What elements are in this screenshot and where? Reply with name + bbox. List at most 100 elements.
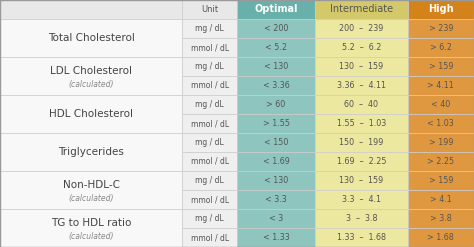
Bar — [315, 228, 408, 247]
Text: < 200: < 200 — [264, 24, 288, 33]
Text: < 130: < 130 — [264, 176, 288, 185]
Text: (calculated): (calculated) — [69, 232, 114, 241]
Bar — [182, 0, 237, 19]
Text: < 3: < 3 — [269, 214, 283, 223]
Text: LDL Cholesterol: LDL Cholesterol — [50, 66, 132, 76]
Text: mg / dL: mg / dL — [195, 214, 224, 223]
Text: mg / dL: mg / dL — [195, 138, 224, 147]
Text: 3.3  –  4.1: 3.3 – 4.1 — [342, 195, 381, 204]
Bar — [237, 133, 315, 152]
Text: < 1.03: < 1.03 — [428, 119, 454, 128]
Bar — [315, 190, 408, 209]
Text: > 1.68: > 1.68 — [428, 233, 454, 242]
Bar — [0, 57, 182, 95]
Text: TG to HDL ratio: TG to HDL ratio — [51, 218, 131, 228]
Bar — [237, 228, 315, 247]
Bar — [408, 209, 474, 228]
Text: mmol / dL: mmol / dL — [191, 81, 229, 90]
Text: 3.36  –  4.11: 3.36 – 4.11 — [337, 81, 386, 90]
Text: < 130: < 130 — [264, 62, 288, 71]
Text: mg / dL: mg / dL — [195, 24, 224, 33]
Text: mmol / dL: mmol / dL — [191, 157, 229, 166]
Text: mmol / dL: mmol / dL — [191, 233, 229, 242]
Text: mmol / dL: mmol / dL — [191, 43, 229, 52]
Bar — [237, 190, 315, 209]
Bar — [315, 152, 408, 171]
Bar — [182, 19, 237, 38]
Bar — [408, 57, 474, 76]
Bar — [237, 171, 315, 190]
Bar — [315, 114, 408, 133]
Text: < 150: < 150 — [264, 138, 288, 147]
Text: mmol / dL: mmol / dL — [191, 195, 229, 204]
Bar — [315, 76, 408, 95]
Text: 1.33  –  1.68: 1.33 – 1.68 — [337, 233, 386, 242]
Bar — [315, 95, 408, 114]
Bar — [182, 190, 237, 209]
Bar — [0, 209, 182, 247]
Text: mg / dL: mg / dL — [195, 176, 224, 185]
Text: 200  –  239: 200 – 239 — [339, 24, 383, 33]
Text: > 159: > 159 — [428, 176, 453, 185]
Bar — [408, 19, 474, 38]
Bar — [182, 76, 237, 95]
Bar — [408, 114, 474, 133]
Text: 1.69  –  2.25: 1.69 – 2.25 — [337, 157, 386, 166]
Text: 150  –  199: 150 – 199 — [339, 138, 383, 147]
Text: 1.55  –  1.03: 1.55 – 1.03 — [337, 119, 386, 128]
Text: < 3.36: < 3.36 — [263, 81, 290, 90]
Bar — [237, 95, 315, 114]
Text: < 3.3: < 3.3 — [265, 195, 287, 204]
Text: mmol / dL: mmol / dL — [191, 119, 229, 128]
Text: > 1.55: > 1.55 — [263, 119, 290, 128]
Text: > 4.11: > 4.11 — [428, 81, 454, 90]
Text: mg / dL: mg / dL — [195, 62, 224, 71]
Bar — [182, 152, 237, 171]
Bar — [182, 114, 237, 133]
Text: 130  –  159: 130 – 159 — [339, 176, 383, 185]
Bar — [315, 38, 408, 57]
Text: > 199: > 199 — [428, 138, 453, 147]
Text: (calculated): (calculated) — [69, 80, 114, 89]
Text: < 1.33: < 1.33 — [263, 233, 290, 242]
Text: < 5.2: < 5.2 — [265, 43, 287, 52]
Text: (calculated): (calculated) — [69, 194, 114, 203]
Text: 60  –  40: 60 – 40 — [345, 100, 378, 109]
Bar — [315, 57, 408, 76]
Text: 5.2  –  6.2: 5.2 – 6.2 — [342, 43, 381, 52]
Bar — [182, 38, 237, 57]
Text: > 4.1: > 4.1 — [430, 195, 452, 204]
Bar — [237, 0, 315, 19]
Text: HDL Cholesterol: HDL Cholesterol — [49, 109, 133, 119]
Text: Unit: Unit — [201, 5, 219, 14]
Bar — [237, 38, 315, 57]
Bar — [315, 209, 408, 228]
Bar — [182, 133, 237, 152]
Bar — [315, 0, 408, 19]
Text: < 1.69: < 1.69 — [263, 157, 290, 166]
Text: > 60: > 60 — [266, 100, 286, 109]
Bar — [408, 228, 474, 247]
Bar — [237, 57, 315, 76]
Bar — [408, 38, 474, 57]
Bar — [0, 0, 182, 19]
Text: mg / dL: mg / dL — [195, 100, 224, 109]
Text: > 159: > 159 — [428, 62, 453, 71]
Text: Triglycerides: Triglycerides — [58, 147, 124, 157]
Bar — [237, 209, 315, 228]
Bar — [315, 19, 408, 38]
Bar — [237, 76, 315, 95]
Bar — [315, 133, 408, 152]
Text: > 239: > 239 — [428, 24, 453, 33]
Text: > 6.2: > 6.2 — [430, 43, 452, 52]
Text: Non-HDL-C: Non-HDL-C — [63, 180, 120, 190]
Text: Optimal: Optimal — [255, 4, 298, 15]
Bar — [182, 57, 237, 76]
Bar — [182, 209, 237, 228]
Bar — [182, 95, 237, 114]
Bar — [408, 0, 474, 19]
Bar — [408, 133, 474, 152]
Text: Intermediate: Intermediate — [330, 4, 393, 15]
Bar — [0, 19, 182, 57]
Text: < 40: < 40 — [431, 100, 450, 109]
